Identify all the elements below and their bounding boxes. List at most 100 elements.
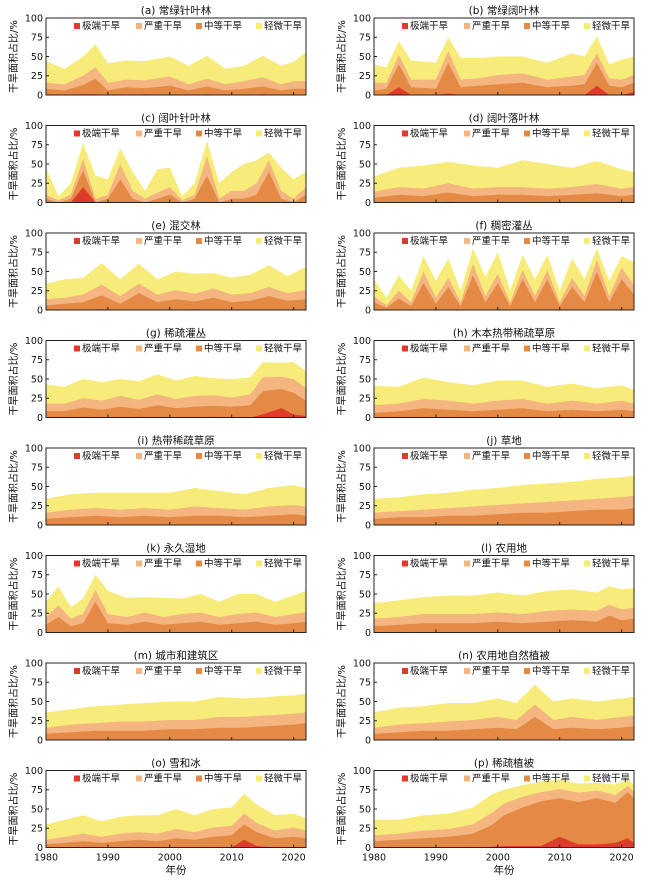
- legend-swatch-中等干旱: [196, 668, 202, 674]
- y-axis-label: 干旱面积占比/%: [335, 20, 348, 93]
- panel-1: (a) 常绿针叶林 0 25 50 75 100 干旱面积占比/% 极端干旱 严重干旱 中等干旱 轻…: [7, 4, 307, 101]
- area-中等干旱: [374, 792, 634, 848]
- legend-label-中等干旱: 中等干旱: [204, 450, 243, 462]
- legend-swatch-中等干旱: [524, 668, 530, 674]
- y-tick-label: 50: [359, 159, 371, 170]
- legend-label-严重干旱: 严重干旱: [144, 450, 183, 462]
- y-tick-label: 100: [353, 13, 371, 24]
- legend-swatch-严重干旱: [136, 130, 142, 137]
- legend-label-极端干旱: 极端干旱: [410, 20, 449, 32]
- x-tick-label: 2020: [282, 853, 306, 864]
- y-axis-label: 干旱面积占比/%: [7, 450, 20, 523]
- y-axis-label: 干旱面积占比/%: [7, 665, 20, 738]
- y-tick-label: 50: [31, 374, 43, 385]
- y-tick-label: 75: [359, 248, 371, 259]
- legend-label-轻微干旱: 轻微干旱: [592, 128, 631, 140]
- y-tick-label: 75: [359, 785, 371, 796]
- legend-label-严重干旱: 严重干旱: [472, 558, 511, 570]
- y-tick-label: 100: [25, 228, 43, 239]
- area-极端干旱: [46, 408, 306, 418]
- legend-label-严重干旱: 严重干旱: [472, 128, 511, 140]
- x-tick-label: 2010: [220, 853, 244, 864]
- y-tick-label: 50: [359, 482, 371, 493]
- legend-swatch-轻微干旱: [256, 453, 262, 459]
- x-tick-label: 2000: [158, 853, 182, 864]
- legend-swatch-严重干旱: [464, 453, 470, 459]
- legend-label-中等干旱: 中等干旱: [532, 773, 571, 785]
- panel-7: (g) 稀疏灌丛 0 25 50 75 100 干旱面积占比/% 极端干旱 严重干旱 中等干旱 轻微…: [7, 327, 307, 424]
- legend-swatch-严重干旱: [464, 560, 470, 567]
- y-tick-label: 50: [359, 697, 371, 708]
- legend-swatch-中等干旱: [524, 560, 530, 567]
- legend-swatch-中等干旱: [524, 453, 530, 459]
- legend-label-中等干旱: 中等干旱: [532, 450, 571, 462]
- legend-label-轻微干旱: 轻微干旱: [592, 773, 631, 785]
- y-tick-label: 50: [359, 589, 371, 600]
- legend-label-极端干旱: 极端干旱: [82, 343, 121, 355]
- legend-label-极端干旱: 极端干旱: [410, 128, 449, 140]
- area-中等干旱: [374, 192, 634, 203]
- y-tick-label: 50: [31, 589, 43, 600]
- legend-swatch-轻微干旱: [584, 23, 590, 29]
- y-tick-label: 0: [365, 198, 371, 209]
- y-tick-label: 0: [365, 413, 371, 424]
- area-中等干旱: [46, 389, 306, 418]
- legend-swatch-轻微干旱: [256, 238, 262, 244]
- area-中等干旱: [46, 78, 306, 95]
- panel-16: (p) 稀疏植被 0 25 50 75 100 1980 1990 2000 2010 2020 干旱…: [335, 757, 635, 877]
- legend-label-极端干旱: 极端干旱: [82, 665, 121, 677]
- y-tick-label: 75: [359, 463, 371, 474]
- y-tick-label: 75: [31, 463, 43, 474]
- panel-15: (o) 雪和冰 0 25 50 75 100 1980 1990 2000 2010 2020 干旱面…: [7, 757, 307, 877]
- legend-label-中等干旱: 中等干旱: [532, 558, 571, 570]
- legend-label-中等干旱: 中等干旱: [204, 773, 243, 785]
- legend-swatch-极端干旱: [74, 23, 80, 29]
- legend-swatch-中等干旱: [524, 238, 530, 244]
- legend-swatch-轻微干旱: [256, 345, 262, 352]
- y-tick-label: 25: [31, 286, 43, 297]
- legend-label-轻微干旱: 轻微干旱: [592, 343, 631, 355]
- legend-label-极端干旱: 极端干旱: [410, 665, 449, 677]
- y-tick-label: 0: [37, 90, 43, 101]
- legend-label-轻微干旱: 轻微干旱: [264, 558, 303, 570]
- legend-label-轻微干旱: 轻微干旱: [264, 343, 303, 355]
- y-tick-label: 100: [25, 658, 43, 669]
- x-tick-label: 1990: [424, 853, 448, 864]
- y-axis-label: 干旱面积占比/%: [335, 128, 348, 201]
- legend-label-轻微干旱: 轻微干旱: [592, 20, 631, 32]
- legend-label-中等干旱: 中等干旱: [532, 128, 571, 140]
- legend-swatch-极端干旱: [402, 23, 408, 29]
- y-tick-label: 50: [359, 267, 371, 278]
- panel-4: (d) 阔叶落叶林 0 25 50 75 100 干旱面积占比/% 极端干旱 严重干旱 中等干旱 轻…: [335, 112, 635, 209]
- y-tick-label: 25: [31, 609, 43, 620]
- legend-label-严重干旱: 严重干旱: [472, 235, 511, 247]
- y-tick-label: 0: [37, 735, 43, 746]
- y-tick-label: 100: [353, 228, 371, 239]
- legend-swatch-极端干旱: [74, 130, 80, 137]
- panel-2: (b) 常绿阔叶林 0 25 50 75 100 干旱面积占比/% 极端干旱 严重干旱 中等干旱 轻…: [335, 4, 635, 101]
- legend-label-极端干旱: 极端干旱: [82, 20, 121, 32]
- area-中等干旱: [374, 62, 634, 95]
- y-axis-label: 干旱面积占比/%: [335, 773, 348, 846]
- legend-swatch-轻微干旱: [584, 668, 590, 674]
- y-tick-label: 50: [359, 374, 371, 385]
- legend-label-轻微干旱: 轻微干旱: [264, 128, 303, 140]
- legend-swatch-中等干旱: [196, 453, 202, 459]
- panel-title: (g) 稀疏灌丛: [146, 327, 206, 340]
- y-tick-label: 100: [25, 336, 43, 347]
- y-tick-label: 100: [25, 121, 43, 132]
- panel-6: (f) 稠密灌丛 0 25 50 75 100 干旱面积占比/% 极端干旱 严重干旱 中等干旱 轻微…: [335, 219, 635, 316]
- legend-swatch-严重干旱: [464, 238, 470, 244]
- legend-swatch-中等干旱: [196, 130, 202, 137]
- area-中等干旱: [374, 615, 634, 633]
- y-tick-label: 50: [31, 52, 43, 63]
- legend-swatch-轻微干旱: [584, 775, 590, 782]
- y-tick-label: 50: [31, 482, 43, 493]
- y-tick-label: 75: [359, 33, 371, 44]
- legend-swatch-中等干旱: [196, 23, 202, 29]
- y-tick-label: 75: [359, 570, 371, 581]
- legend-label-轻微干旱: 轻微干旱: [592, 235, 631, 247]
- legend-swatch-中等干旱: [196, 560, 202, 567]
- legend-swatch-极端干旱: [402, 668, 408, 674]
